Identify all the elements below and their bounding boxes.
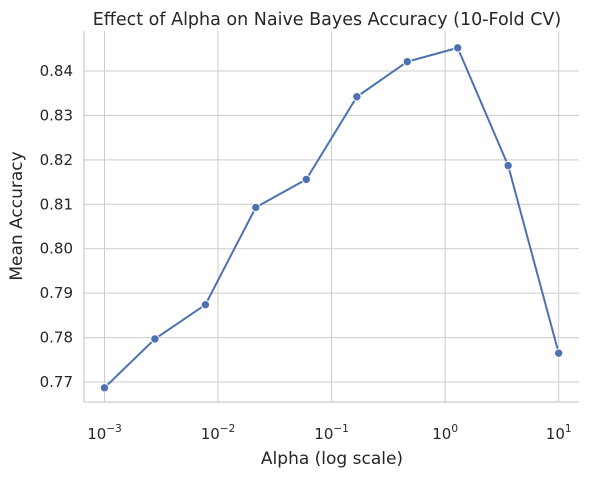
x-tick-label: 10−2 (201, 423, 236, 443)
y-tick-label: 0.79 (40, 284, 73, 302)
x-tick-label: 10−3 (87, 423, 122, 443)
data-point (402, 56, 412, 67)
y-grid (84, 70, 579, 383)
x-tick-exponent: −3 (106, 423, 121, 435)
x-tick-base: 10 (87, 425, 106, 443)
y-tick-label: 0.81 (40, 195, 73, 213)
x-tick-exponent: −1 (333, 423, 348, 435)
y-tick-label: 0.83 (40, 106, 73, 124)
x-tick-label: 10−1 (314, 423, 349, 443)
x-axis-label: Alpha (log scale) (261, 449, 403, 469)
x-tick-base: 10 (546, 425, 565, 443)
data-point (503, 160, 513, 171)
chart-title: Effect of Alpha on Naive Bayes Accuracy … (93, 10, 562, 30)
x-tick-labels: 10−3 10−2 10−1 100 101 (87, 423, 571, 443)
data-point (150, 334, 160, 344)
x-tick-exponent: 0 (451, 423, 458, 435)
x-tick-base: 10 (314, 425, 333, 443)
x-tick-label: 100 (432, 423, 458, 443)
data-point (200, 299, 211, 310)
x-grid (103, 31, 560, 402)
accuracy-data-points (99, 43, 564, 393)
data-point (553, 348, 564, 358)
x-tick-label: 101 (546, 423, 572, 443)
y-tick-label: 0.84 (40, 62, 73, 80)
data-point (452, 43, 463, 53)
y-tick-label: 0.77 (40, 373, 73, 391)
y-tick-label: 0.80 (40, 240, 73, 258)
y-axis-label: Mean Accuracy (7, 151, 27, 280)
data-point (99, 383, 110, 393)
x-tick-base: 10 (201, 425, 220, 443)
x-tick-exponent: 1 (565, 423, 572, 435)
data-point (352, 92, 362, 102)
accuracy-series-line (103, 46, 560, 389)
data-point (251, 202, 261, 213)
x-tick-exponent: −2 (220, 423, 235, 435)
y-tick-labels: 0.77 0.78 0.79 0.80 0.81 0.82 0.83 0.84 (40, 62, 73, 391)
y-tick-label: 0.78 (40, 329, 73, 347)
y-tick-label: 0.82 (40, 151, 73, 169)
data-point (301, 174, 312, 185)
x-tick-base: 10 (432, 425, 451, 443)
